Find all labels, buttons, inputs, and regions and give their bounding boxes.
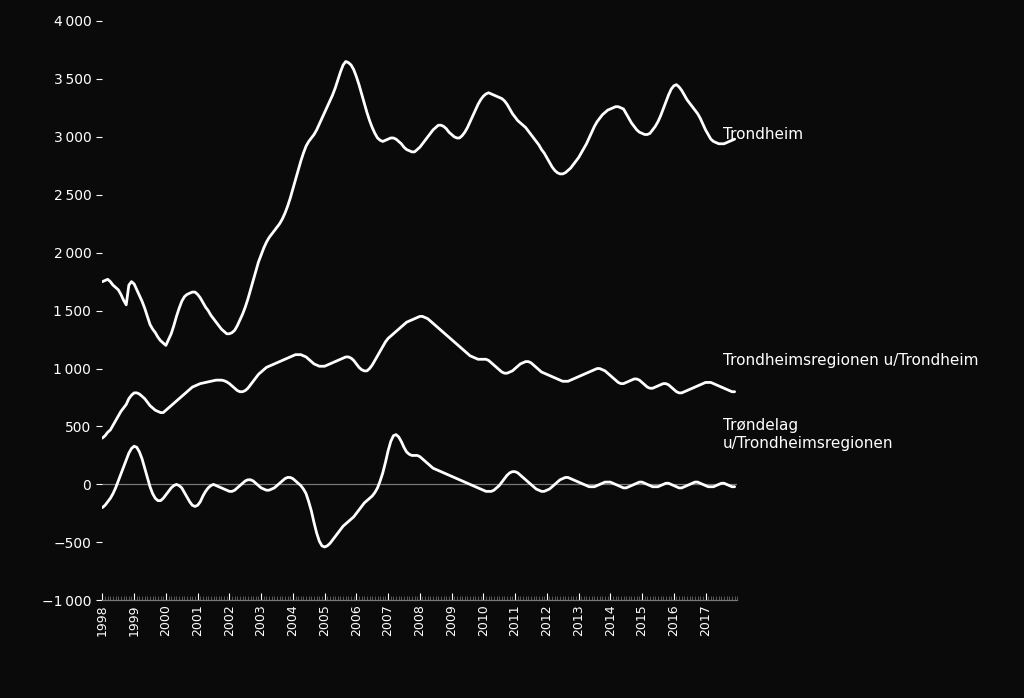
Text: Trøndelag
u/Trondheimsregionen: Trøndelag u/Trondheimsregionen [723, 418, 894, 451]
Text: Trondheim: Trondheim [723, 127, 803, 142]
Text: Trondheimsregionen u/Trondheim: Trondheimsregionen u/Trondheim [723, 353, 979, 368]
